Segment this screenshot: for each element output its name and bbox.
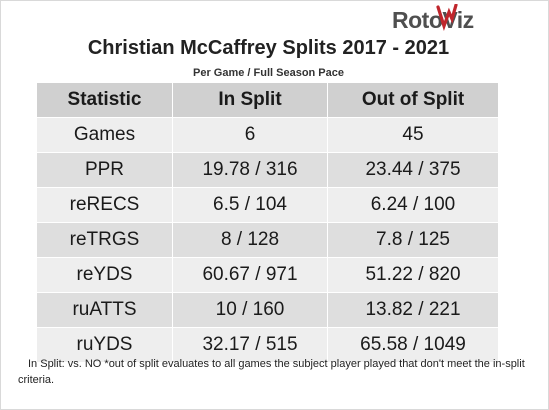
- out-of-split-cell: 23.44 / 375: [328, 153, 498, 188]
- column-header-out-of-split: Out of Split: [328, 83, 498, 118]
- column-header-statistic: Statistic: [37, 83, 173, 118]
- in-split-cell: 10 / 160: [173, 293, 328, 328]
- in-split-cell: 32.17 / 515: [173, 328, 328, 363]
- row-label: ruYDS: [37, 328, 173, 363]
- chart-subtitle: Per Game / Full Season Pace: [192, 67, 344, 79]
- out-of-split-cell: 45: [328, 118, 498, 153]
- table-row: ruYDS 32.17 / 515 65.58 / 1049: [37, 328, 498, 363]
- in-split-cell: 6: [173, 118, 328, 153]
- footnote: In Split: vs. NO *out of split evaluates…: [18, 358, 525, 386]
- table-row: reTRGS 8 / 128 7.8 / 125: [37, 223, 498, 258]
- table-row: Games 6 45: [37, 118, 498, 153]
- row-label: reTRGS: [37, 223, 173, 258]
- out-of-split-cell: 13.82 / 221: [328, 293, 498, 328]
- in-split-cell: 8 / 128: [173, 223, 328, 258]
- row-label: reRECS: [37, 188, 173, 223]
- row-label: ruATTS: [37, 293, 173, 328]
- table-header-row: Statistic In Split Out of Split: [37, 83, 498, 118]
- chart-title: Christian McCaffrey Splits 2017 - 2021: [87, 37, 450, 59]
- in-split-cell: 60.67 / 971: [173, 258, 328, 293]
- splits-table: Statistic In Split Out of Split Games 6 …: [37, 83, 498, 363]
- rotoviz-logo: RotoViz: [392, 4, 474, 33]
- row-label: Games: [37, 118, 173, 153]
- column-header-in-split: In Split: [173, 83, 328, 118]
- logo-accent-check-icon: [436, 4, 458, 32]
- table-row: reYDS 60.67 / 971 51.22 / 820: [37, 258, 498, 293]
- in-split-cell: 19.78 / 316: [173, 153, 328, 188]
- out-of-split-cell: 65.58 / 1049: [328, 328, 498, 363]
- row-label: reYDS: [37, 258, 173, 293]
- table-row: ruATTS 10 / 160 13.82 / 221: [37, 293, 498, 328]
- logo-text: RotoViz: [392, 7, 474, 33]
- out-of-split-cell: 51.22 / 820: [328, 258, 498, 293]
- table-row: PPR 19.78 / 316 23.44 / 375: [37, 153, 498, 188]
- in-split-cell: 6.5 / 104: [173, 188, 328, 223]
- out-of-split-cell: 7.8 / 125: [328, 223, 498, 258]
- out-of-split-cell: 6.24 / 100: [328, 188, 498, 223]
- table-row: reRECS 6.5 / 104 6.24 / 100: [37, 188, 498, 223]
- row-label: PPR: [37, 153, 173, 188]
